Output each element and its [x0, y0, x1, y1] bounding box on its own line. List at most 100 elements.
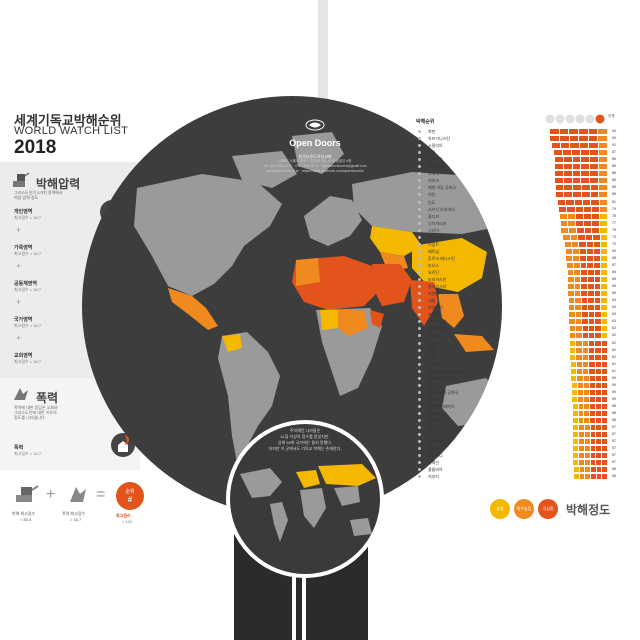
ranking-dot [418, 306, 421, 310]
ranking-row: 아프가니스탄 93 [416, 135, 622, 142]
ranking-row: 시리아 76 [416, 227, 622, 234]
pressure-item-sub: 최고점수 = 16.7 [14, 215, 42, 220]
ranking-dot [418, 447, 421, 451]
org-address: 02857 서울시 성북구 안암로 9길 10 영생빌딩 4층 [278, 159, 352, 163]
ranking-country-name: 아제르바이잔 [428, 439, 451, 445]
world-map-circle [82, 96, 502, 516]
ranking-score: 62 [612, 347, 616, 352]
ranking-country-name: 북한 [428, 129, 436, 134]
ranking-score: 57 [612, 460, 616, 465]
plus-sign: + [16, 333, 22, 343]
ranking-dot [418, 348, 421, 352]
ranking-country-name: 에리트레아 [428, 164, 447, 170]
ranking-score: 58 [612, 418, 616, 423]
ranking-country-name: 우즈베키스탄 [428, 234, 451, 240]
ranking-row: 파키스탄 86 [416, 156, 622, 163]
ranking-score-bar [573, 474, 608, 480]
ranking-score: 63 [612, 312, 616, 317]
ranking-score-bar [573, 432, 608, 438]
ranking-score: 59 [612, 382, 616, 387]
ranking-dot [418, 341, 421, 345]
stem-stripe [292, 520, 296, 640]
ranking-score: 58 [612, 411, 616, 415]
ranking-dot [418, 228, 421, 232]
ranking-score-bar [571, 375, 608, 381]
violence-item-sub: 최고점수 = 16.7 [14, 451, 42, 456]
plus-sign: + [16, 297, 22, 307]
ranking-score: 81 [612, 199, 616, 204]
pressure-desc-2: 억압 압력 정도 [14, 195, 39, 200]
ranking-score: 93 [612, 136, 616, 141]
ranking-row: 북한 94 [416, 128, 622, 135]
ranking-score-bar [572, 418, 609, 424]
ranking-dot [418, 433, 421, 437]
ranking-country-name: 사우디 아라비아 [428, 206, 455, 212]
ranking-dot [418, 235, 421, 239]
ranking-country-name: 나이지리아 [428, 220, 447, 226]
ranking-dot [418, 327, 421, 331]
ranking-dot [418, 186, 421, 190]
pressure-title: 박해압력 [36, 177, 81, 191]
ranking-score: 57 [612, 425, 616, 430]
ranking-row: 아랍 에미레이트 58 [416, 403, 622, 410]
ranking-country-name: 소말리아 [428, 143, 443, 149]
ranking-dot [418, 200, 421, 204]
formula-result-top: 순위 [125, 489, 135, 495]
ranking-row: 바레인 57 [416, 459, 622, 466]
ranking-score: 62 [612, 326, 616, 331]
ranking-country-name: 터키 [428, 340, 436, 346]
ranking-dot [418, 165, 421, 169]
ranking-score: 64 [612, 298, 616, 303]
ranking-country-name: 알제리아 [428, 418, 443, 424]
ranking-row: 이란 85 [416, 191, 622, 198]
ranking-dot [418, 172, 421, 176]
ranking-score: 57 [612, 446, 616, 451]
ranking-country-name: 미얀마 [428, 291, 440, 297]
pressure-item-name: 가족영역 [14, 245, 33, 251]
ranking-score: 94 [612, 129, 616, 133]
ranking-dot [418, 271, 421, 274]
ranking-country-name: 오만 [428, 446, 436, 452]
ranking-score-bar [573, 439, 608, 445]
pressure-item-sub: 최고점수 = 16.7 [14, 251, 42, 256]
violence-desc-2: 그리스도인에 대한 이유의 [14, 410, 57, 415]
ranking-dot [418, 193, 421, 197]
ranking-country-name: 투르크 메니스탄 [428, 255, 455, 261]
ranking-row: 에티오피아 62 [416, 325, 622, 332]
pressure-item-sub: 최고점수 = 16.7 [14, 359, 42, 364]
ranking-score: 66 [612, 270, 616, 274]
ranking-score-bar [554, 157, 609, 163]
ranking-score-bar [568, 291, 608, 297]
ranking-dot [418, 292, 421, 296]
formula-plus: + [46, 486, 56, 503]
ranking-country-name: 카자흐스탄 [428, 319, 447, 325]
ranking-country-name: 이집트 [428, 241, 440, 247]
ranking-score-bar [551, 143, 609, 149]
ranking-country-name: 팔레스타인 영토 [428, 375, 455, 381]
ranking-dot [418, 179, 421, 183]
ranking-row: 타지키스탄 65 [416, 276, 622, 283]
ranking-score-bar [555, 192, 608, 198]
ranking-row: 말리 59 [416, 382, 622, 389]
formula-a-label: 박해 최고점수 [12, 511, 36, 516]
ranking-score-bar [567, 270, 609, 275]
formula-result-label: 최고점수 [116, 513, 131, 518]
ranking-score: 57 [612, 439, 616, 444]
ranking-country-name: 브루나이 [428, 305, 443, 311]
ranking-dot [418, 256, 421, 260]
ranking-score-bar [549, 129, 609, 134]
ranking-score: 56 [612, 474, 616, 479]
pressure-item-name: 공동체영역 [14, 281, 38, 287]
formula-result-circle: 순위 # [116, 482, 144, 510]
ranking-dot [418, 404, 421, 408]
ranking-score-bar [572, 411, 609, 416]
stem-stripe [302, 520, 306, 640]
ranking-score-bar [570, 347, 609, 353]
inset-caption: 주의해진 나라들은 41점 이상의 점수를 받았지만, 상위 50위 국가에는 … [250, 428, 360, 452]
pressure-item-name: 국가영역 [14, 317, 33, 323]
ranking-dot [418, 221, 421, 225]
ranking-row: 인도네시아 공화국 59 [416, 389, 622, 396]
ranking-score: 77 [612, 220, 616, 225]
ranking-score-bar [568, 277, 608, 283]
ranking-row: 이라크 86 [416, 177, 622, 184]
